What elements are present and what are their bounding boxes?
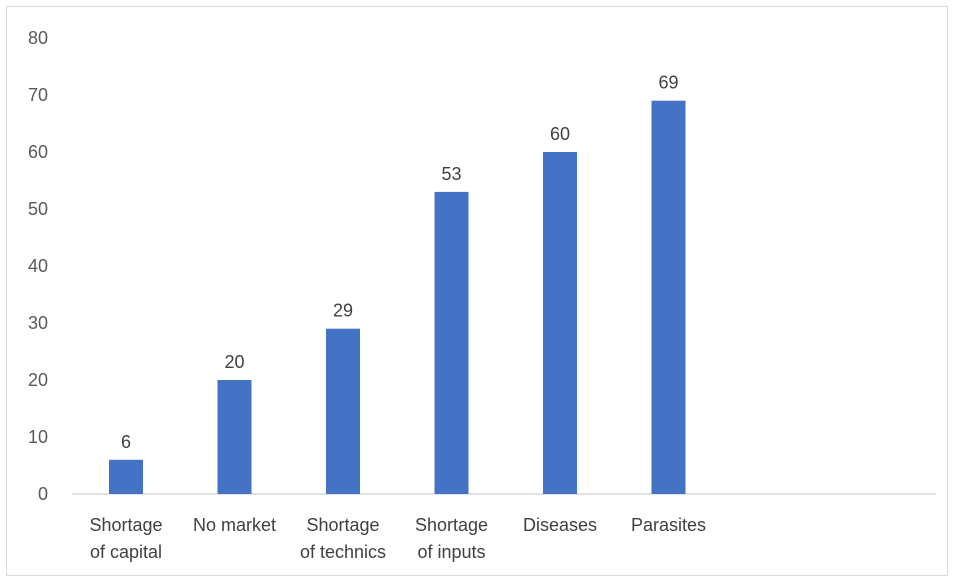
data-label: 29	[333, 301, 353, 321]
y-tick-label: 20	[28, 370, 48, 390]
y-tick-label: 30	[28, 313, 48, 333]
category-label: Shortage	[89, 515, 162, 535]
category-label: Diseases	[523, 515, 597, 535]
y-tick-label: 40	[28, 256, 48, 276]
y-tick-label: 50	[28, 199, 48, 219]
bar	[109, 459, 143, 494]
data-label: 69	[658, 73, 678, 93]
y-tick-label: 60	[28, 142, 48, 162]
bar	[651, 100, 686, 494]
data-label: 20	[224, 352, 244, 372]
y-tick-label: 80	[28, 28, 48, 48]
data-label: 60	[550, 124, 570, 144]
y-tick-label: 0	[38, 484, 48, 504]
bar	[543, 152, 577, 494]
data-label: 6	[121, 432, 131, 452]
category-label: Parasites	[631, 515, 706, 535]
category-label: Shortage	[415, 515, 488, 535]
y-tick-label: 10	[28, 427, 48, 447]
bar	[326, 328, 360, 494]
y-tick-label: 70	[28, 85, 48, 105]
data-labels-group: 6 20 29 53 60 69	[121, 73, 679, 452]
category-label: No market	[193, 515, 276, 535]
bar	[217, 380, 252, 494]
y-axis-ticks: 0 10 20 30 40 50 60 70 80	[28, 28, 48, 504]
category-label: of capital	[90, 542, 162, 562]
category-label: Shortage	[306, 515, 379, 535]
bar	[434, 191, 469, 494]
category-label: of inputs	[417, 542, 485, 562]
data-label: 53	[441, 164, 461, 184]
bars-group	[109, 100, 686, 494]
category-labels-group: Shortage of capital No market Shortage of te…	[89, 515, 706, 562]
chart-frame	[6, 6, 948, 576]
category-label: of technics	[300, 542, 386, 562]
